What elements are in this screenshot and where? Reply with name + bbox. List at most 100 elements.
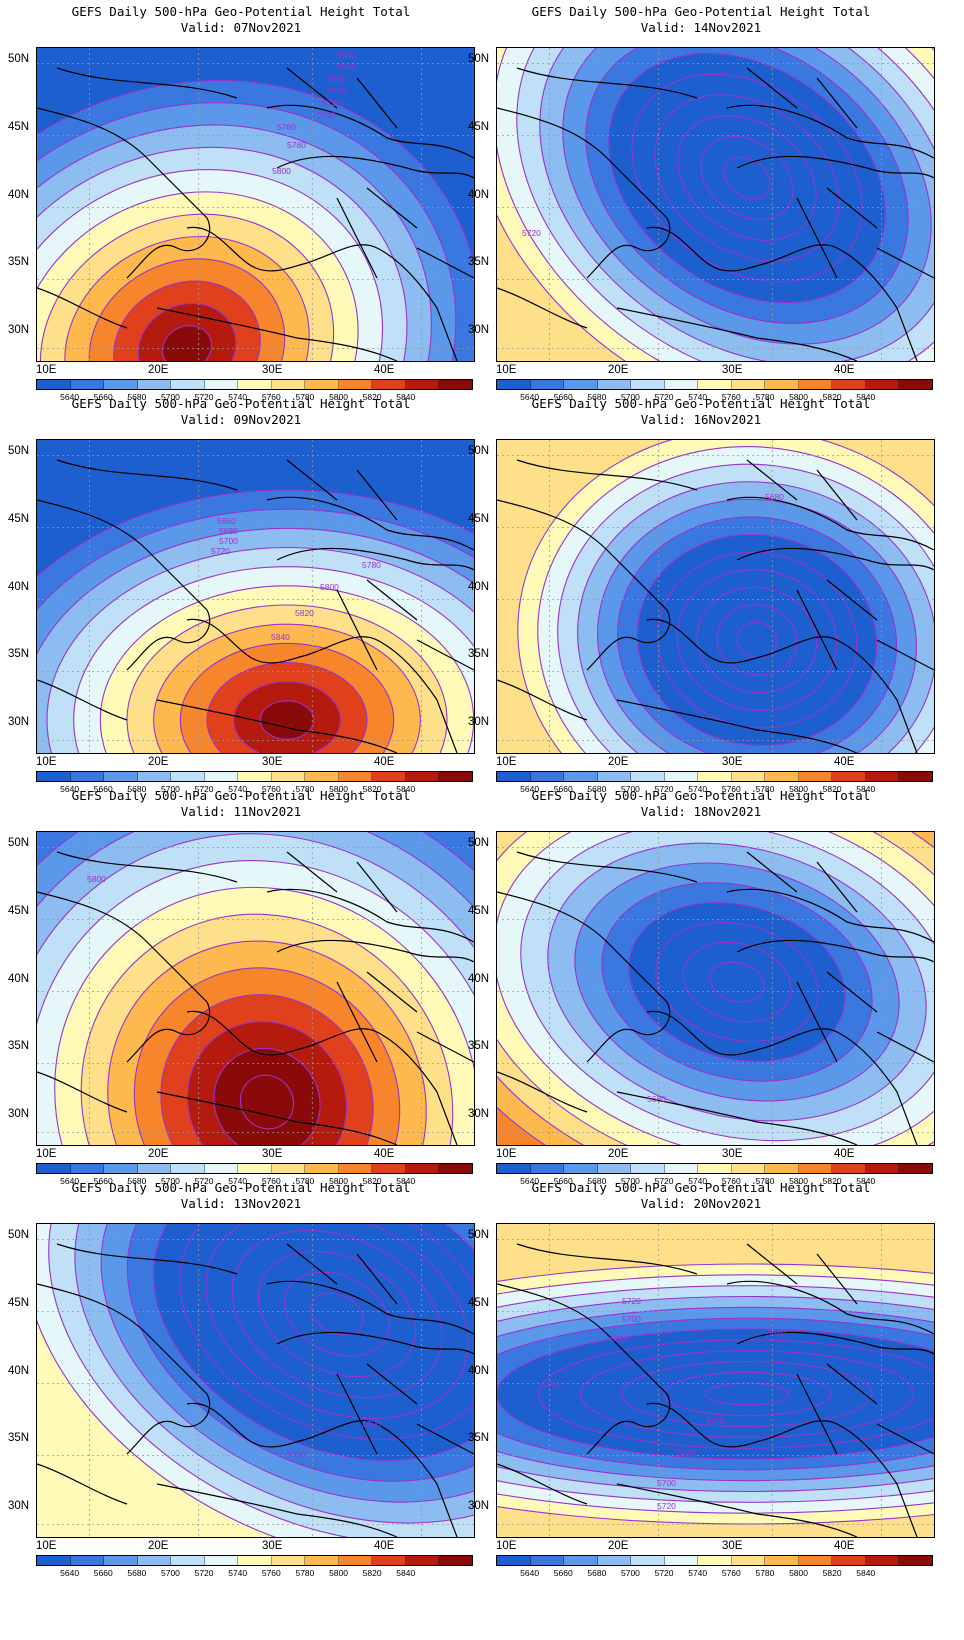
coastline (266, 1280, 474, 1335)
colorbar-label: 5740 (688, 1176, 708, 1186)
lat-tick-label: 35N (8, 1040, 30, 1052)
colorbar-label: 5800 (329, 392, 348, 402)
colorbar-label: 5640 (520, 392, 540, 402)
colorbar-label: 5720 (194, 1568, 214, 1578)
contour-label: 5700 (657, 1478, 676, 1488)
panel-title: GEFS Daily 500-hPa Geo-Potential Height … (531, 1180, 871, 1195)
colorbar-swatch (439, 380, 472, 389)
lat-tick-label: 35N (468, 256, 490, 268)
lat-tick-label: 35N (8, 256, 30, 268)
map-svg: 5700 5720 (37, 1224, 474, 1537)
lat-tick-label: 40N (468, 973, 490, 985)
colorbar-swatch (530, 1556, 565, 1565)
colorbar-label: 5680 (587, 784, 607, 794)
colorbar-label: 5660 (93, 1568, 113, 1578)
coastline (186, 1402, 458, 1537)
coastline (736, 1331, 934, 1355)
colorbar-swatch (271, 1164, 306, 1173)
lat-tick-label: 50N (8, 837, 30, 849)
coastline (56, 851, 398, 913)
colorbar-label: 5800 (329, 1568, 348, 1578)
lon-tick-label: 40E (834, 756, 855, 768)
height-contour (239, 1074, 295, 1130)
coastline (266, 888, 474, 943)
lat-tick-label: 30N (8, 1500, 30, 1512)
lat-tick-label: 45N (8, 905, 30, 917)
colorbar-label: 5780 (295, 1176, 315, 1186)
colorbar-swatch (70, 772, 105, 781)
colorbar-swatch (698, 1556, 732, 1565)
colorbar-label: 5840 (856, 1176, 876, 1186)
colorbar-label: 5700 (620, 392, 640, 402)
contour-label: 5760 (277, 122, 296, 132)
coastline (497, 107, 671, 279)
map-panel: GEFS Daily 500-hPa Geo-Potential Height … (0, 392, 482, 802)
colorbar-swatch (664, 1556, 699, 1565)
colorbar-label: 5780 (755, 392, 775, 402)
coastline (736, 939, 934, 963)
colorbar-swatch (832, 380, 866, 389)
colorbar-swatch (238, 1164, 272, 1173)
height-map: 5660 5680 5700 5720 5780 5800 5820 5840 (36, 439, 475, 754)
colorbar-label: 5680 (127, 784, 147, 794)
colorbar-label: 5840 (856, 784, 876, 794)
contour-label: 5700 (327, 86, 346, 96)
coastline (156, 1483, 398, 1537)
colorbar-label: 5720 (654, 392, 674, 402)
lon-tick-label: 30E (722, 1148, 743, 1160)
colorbar-swatch (405, 1556, 440, 1565)
colorbar-label: 5820 (822, 784, 842, 794)
coastline (56, 459, 398, 521)
colorbar-swatch (899, 380, 932, 389)
colorbar-swatch (731, 772, 766, 781)
colorbar (496, 1163, 933, 1174)
contour-label: 5840 (271, 632, 290, 642)
lon-tick-label: 10E (496, 1540, 517, 1552)
colorbar-swatch (171, 772, 205, 781)
colorbar-label: 5840 (856, 392, 876, 402)
lon-tick-label: 10E (496, 756, 517, 768)
lat-tick-label: 35N (468, 648, 490, 660)
coastline (736, 155, 934, 179)
coastline (736, 547, 934, 571)
contour-label: 5720 (322, 98, 341, 108)
colorbar-swatch (698, 772, 732, 781)
coastline (37, 499, 211, 671)
coastline (37, 679, 128, 721)
coastline (37, 1283, 211, 1455)
colorbar-label: 5640 (60, 784, 80, 794)
colorbar-label: 5800 (789, 1568, 808, 1578)
coastline (646, 618, 918, 753)
colorbar-swatch (497, 1164, 531, 1173)
colorbar-label: 5640 (520, 784, 540, 794)
colorbar-swatch (171, 1556, 205, 1565)
colorbar-swatch (405, 1164, 440, 1173)
colorbar-swatch (497, 380, 531, 389)
height-contour (736, 621, 778, 659)
colorbar-swatch (204, 1556, 239, 1565)
coastline (796, 187, 934, 279)
panel-valid-date: Valid: 13Nov2021 (180, 1196, 302, 1211)
colorbar-swatch (37, 1164, 71, 1173)
coastline (796, 1363, 934, 1455)
coastline (37, 1463, 128, 1505)
coastline (336, 1363, 474, 1455)
lon-tick-label: 40E (834, 364, 855, 376)
colorbar-label: 5740 (688, 392, 708, 402)
lat-tick-label: 35N (468, 1040, 490, 1052)
coastline (336, 971, 474, 1063)
coastline (336, 187, 474, 279)
panel-title: GEFS Daily 500-hPa Geo-Potential Height … (71, 788, 411, 803)
colorbar-swatch (832, 1556, 866, 1565)
colorbar-swatch (70, 380, 105, 389)
colorbar-swatch (698, 380, 732, 389)
contour-label: 5800 (272, 166, 291, 176)
colorbar (36, 1555, 473, 1566)
coastline (646, 1010, 918, 1145)
colorbar-label: 5720 (654, 784, 674, 794)
colorbar-label: 5820 (362, 1176, 382, 1186)
coastline (276, 155, 474, 179)
colorbar-label: 5820 (362, 784, 382, 794)
colorbar-swatch (305, 380, 339, 389)
colorbar-label: 5700 (620, 784, 640, 794)
